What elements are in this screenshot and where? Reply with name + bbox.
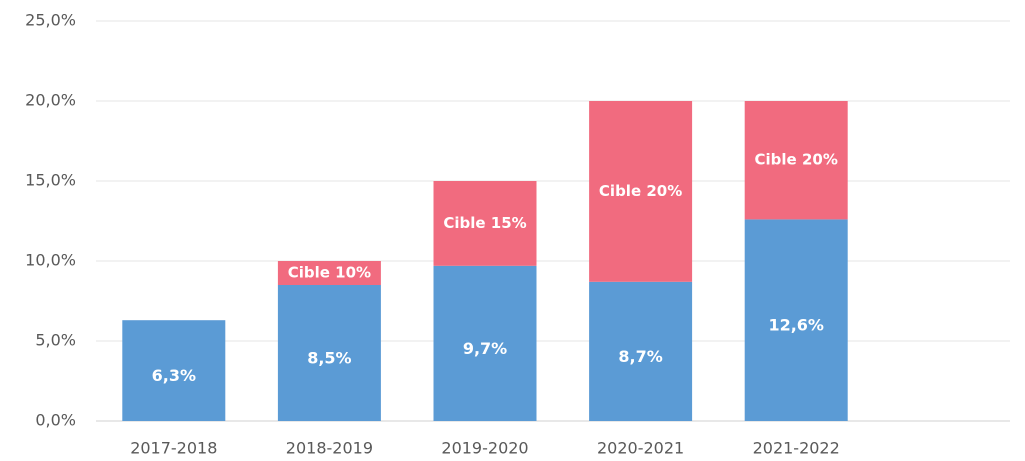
annotation: Cible 20% (755, 151, 838, 169)
bar-segment (277, 261, 381, 285)
y-tick-label: 25,0% (25, 11, 76, 30)
bar-segment (589, 281, 693, 421)
x-tick-label: 2017-2018 (130, 439, 217, 458)
bar-segment (589, 101, 693, 282)
bar-segment (277, 285, 381, 421)
data-label: 6,3% (152, 366, 196, 385)
bar-segment (744, 101, 848, 220)
bar-segment (433, 181, 537, 266)
y-tick-label: 5,0% (35, 331, 76, 350)
data-label: 8,7% (618, 347, 662, 366)
bar-segment (744, 219, 848, 421)
annotation: Cible 10% (288, 264, 371, 282)
x-tick-label: 2020-2021 (597, 439, 684, 458)
y-tick-label: 20,0% (25, 91, 76, 110)
y-tick-label: 15,0% (25, 171, 76, 190)
data-label: 9,7% (463, 339, 507, 358)
x-tick-label: 2021-2022 (753, 439, 840, 458)
x-tick-label: 2018-2019 (286, 439, 373, 458)
x-tick-label: 2019-2020 (441, 439, 528, 458)
annotation: Cible 15% (443, 214, 526, 232)
y-tick-label: 0,0% (35, 411, 76, 430)
y-tick-label: 10,0% (25, 251, 76, 270)
annotation: Cible 20% (599, 182, 682, 200)
data-label: 12,6% (768, 316, 824, 335)
bar-segment (433, 265, 537, 421)
data-label: 8,5% (307, 349, 351, 368)
bar-segment (122, 320, 226, 421)
